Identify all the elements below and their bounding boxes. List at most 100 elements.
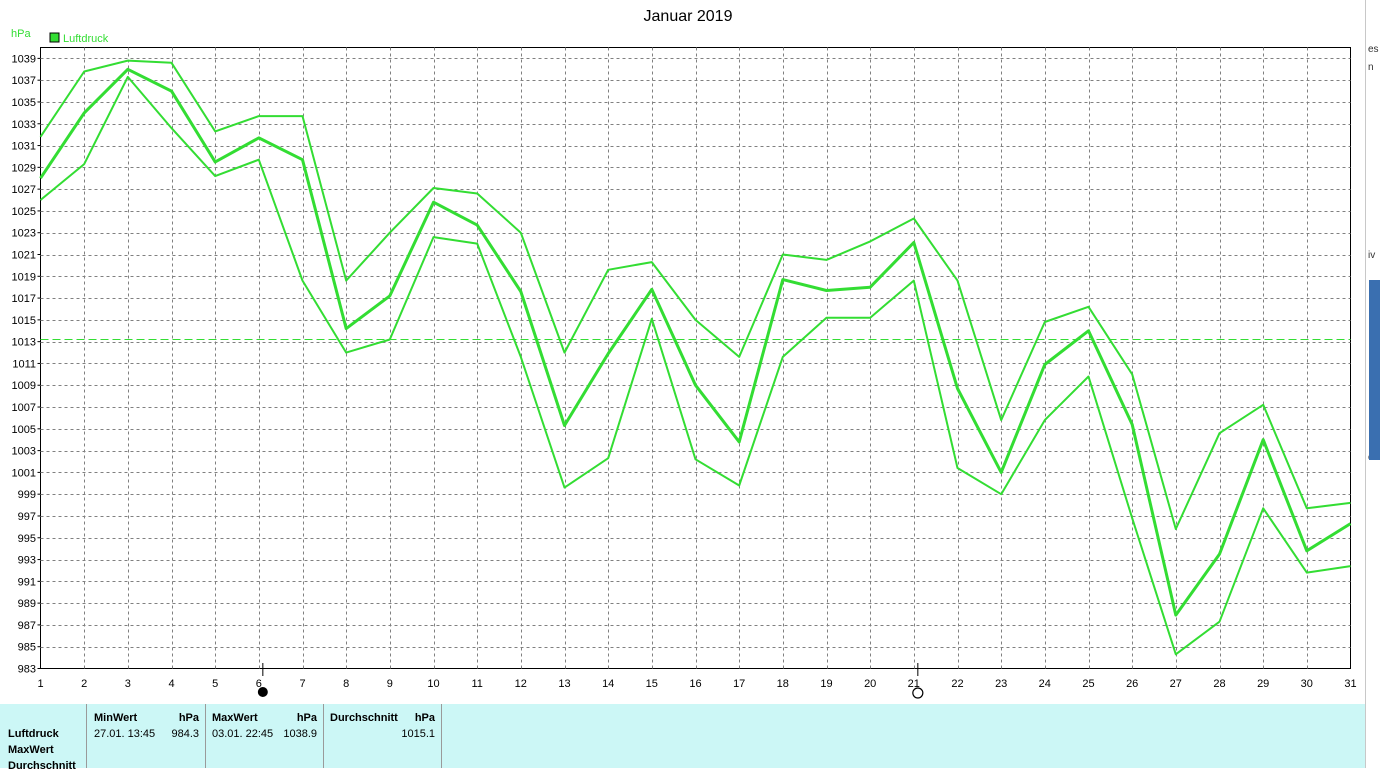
y-tick-label: 1015	[12, 315, 36, 327]
max-header: MaxWert	[212, 712, 258, 724]
x-tick-label: 13	[558, 678, 570, 690]
legend-label: Luftdruck	[63, 33, 109, 45]
y-tick-label: 1007	[12, 402, 36, 414]
avg-header: Durchschnitt	[330, 712, 398, 724]
strip-bar	[1369, 280, 1380, 460]
y-tick-label: 1031	[12, 141, 36, 153]
stats-row-labels: Luftdruck MaxWert Durchschnitt	[0, 704, 87, 772]
stats-avg-column: Durchschnitt hPa 1015.1	[324, 704, 442, 768]
strip-text-2: n	[1368, 62, 1374, 73]
full-moon-icon	[912, 687, 924, 699]
series-line-min	[39, 75, 1351, 656]
y-tick-label: 993	[18, 555, 36, 567]
stats-max-column: MaxWert hPa 03.01. 22:45 1038.9	[206, 704, 324, 768]
stats-min-column: MinWert hPa 27.01. 13:45 984.3	[87, 704, 206, 768]
x-tick-label: 27	[1170, 678, 1182, 690]
max-unit: hPa	[296, 712, 317, 724]
x-tick-label: 8	[343, 678, 349, 690]
chart: Januar 2019 hPa Luftdruck 98398598798999…	[11, 8, 1357, 699]
x-tick-label: 30	[1301, 678, 1313, 690]
x-tick-label: 16	[689, 678, 701, 690]
y-tick-label: 1021	[12, 250, 36, 262]
y-tick-label: 1037	[12, 75, 36, 87]
y-tick-label: 1025	[12, 206, 36, 218]
y-tick-label: 1011	[12, 358, 36, 370]
moon-markers	[257, 663, 924, 699]
series-layer	[39, 59, 1352, 656]
y-tick-label: 1027	[12, 184, 36, 196]
y-tick-label: 1001	[12, 467, 36, 479]
x-tick-label: 6	[256, 678, 262, 690]
min-unit: hPa	[178, 712, 199, 724]
min-value: 984.3	[171, 728, 199, 740]
y-tick-label: 1017	[12, 293, 36, 305]
x-tick-label: 12	[515, 678, 527, 690]
x-tick-labels: 1 2 3 4 5 6 7 8 9 10 11 12 13 14 15 16 17 18 19 20 21 22 23 24 2…	[37, 678, 1356, 690]
max-datetime: 03.01. 22:45	[212, 728, 274, 740]
x-tick-label: 29	[1257, 678, 1269, 690]
x-tick-label: 21	[908, 678, 920, 690]
chart-title: Januar 2019	[644, 8, 733, 25]
x-tick-label: 22	[951, 678, 963, 690]
x-tick-label: 17	[733, 678, 745, 690]
y-tick-label: 1013	[12, 337, 36, 349]
y-tick-label: 1005	[12, 424, 36, 436]
y-tick-label: 997	[18, 511, 36, 523]
x-tick-label: 4	[168, 678, 174, 690]
y-tick-label: 991	[18, 576, 36, 588]
x-tick-label: 26	[1126, 678, 1138, 690]
x-tick-label: 19	[820, 678, 832, 690]
y-tick-label: 1035	[12, 97, 36, 109]
x-tick-label: 20	[864, 678, 876, 690]
x-tick-label: 24	[1039, 678, 1051, 690]
legend-swatch	[49, 32, 60, 43]
row-label-luftdruck: Luftdruck	[8, 728, 59, 740]
x-tick-label: 31	[1344, 678, 1356, 690]
y-tick-label: 987	[18, 620, 36, 632]
y-tick-label: 1009	[12, 380, 36, 392]
x-tick-label: 10	[427, 678, 439, 690]
grid	[40, 47, 1351, 669]
y-axis-unit: hPa	[11, 28, 31, 40]
y-tick-label: 989	[18, 598, 36, 610]
x-tick-label: 9	[387, 678, 393, 690]
x-tick-label: 2	[81, 678, 87, 690]
x-tick-label: 18	[777, 678, 789, 690]
min-datetime: 27.01. 13:45	[94, 728, 156, 740]
x-tick-label: 3	[125, 678, 131, 690]
row-label-maxwert: MaxWert	[8, 744, 54, 756]
y-tick-label: 1023	[12, 228, 36, 240]
series-line-mean	[39, 67, 1352, 617]
y-tick-labels: 983 985 987 989 991 993 995 997 999 1001 1003 1005 1…	[12, 53, 41, 676]
avg-unit: hPa	[414, 712, 435, 724]
strip-text-3: iv	[1368, 250, 1376, 261]
y-tick-label: 1033	[12, 119, 36, 131]
strip-text-1: es	[1368, 44, 1379, 55]
y-tick-label: 1003	[12, 446, 36, 458]
statistics-panel: Luftdruck MaxWert Durchschnitt MinWert h…	[0, 704, 1365, 772]
min-header: MinWert	[94, 712, 138, 724]
y-tick-label: 995	[18, 533, 36, 545]
background-window-edge: es n iv es	[1365, 0, 1381, 768]
x-tick-label: 15	[646, 678, 658, 690]
x-tick-label: 14	[602, 678, 614, 690]
y-tick-label: 999	[18, 489, 36, 501]
x-tick-label: 5	[212, 678, 218, 690]
y-tick-label: 1029	[12, 162, 36, 174]
x-tick-label: 25	[1082, 678, 1094, 690]
x-tick-label: 1	[37, 678, 43, 690]
x-tick-label: 28	[1213, 678, 1225, 690]
x-tick-label: 11	[471, 678, 482, 690]
y-tick-label: 1019	[12, 271, 36, 283]
plot-area	[40, 47, 1351, 669]
avg-value: 1015.1	[401, 728, 435, 740]
series-line-max	[39, 59, 1351, 530]
y-tick-label: 983	[18, 664, 36, 676]
y-tick-label: 985	[18, 642, 36, 654]
row-label-durchschnitt: Durchschnitt	[8, 760, 76, 772]
y-tick-label: 1039	[12, 53, 36, 65]
x-tick-label: 7	[299, 678, 305, 690]
x-tick-label: 23	[995, 678, 1007, 690]
max-value: 1038.9	[283, 728, 317, 740]
new-moon-icon	[257, 687, 268, 697]
